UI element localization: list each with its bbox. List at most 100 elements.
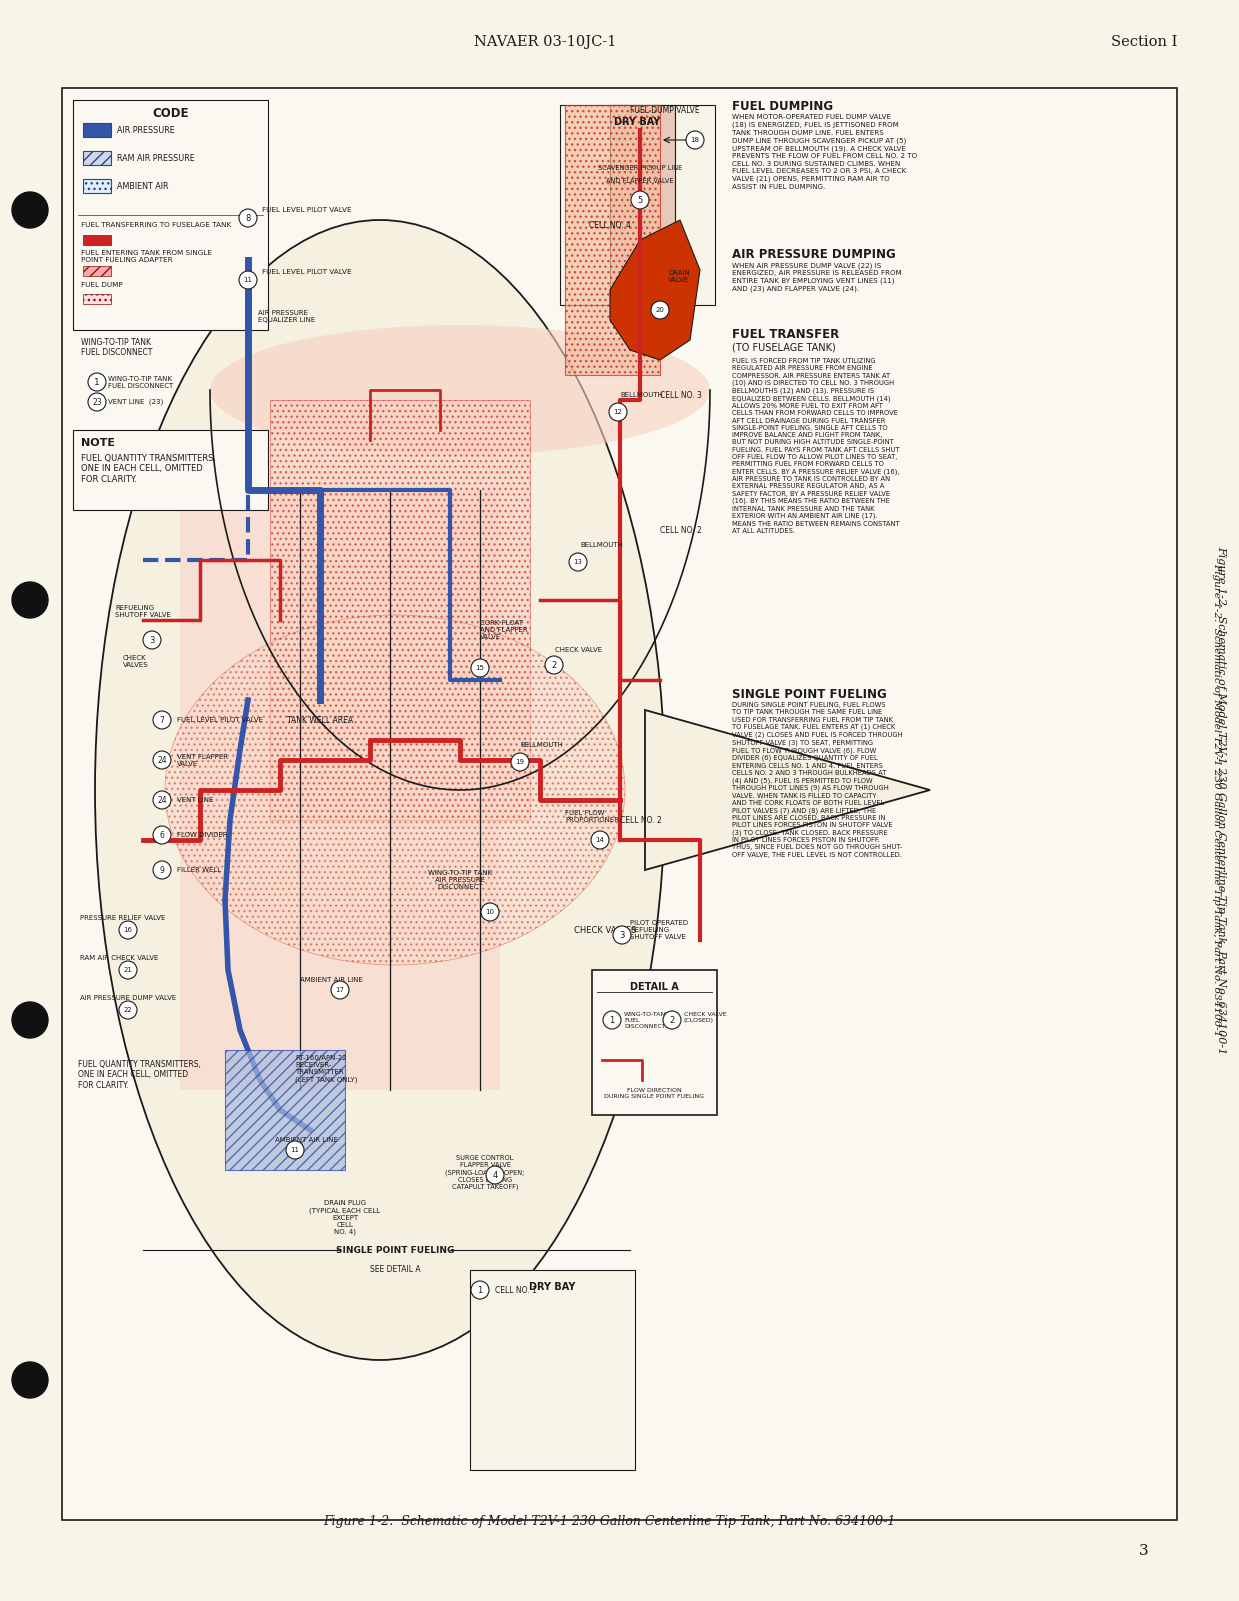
Text: FILLER WELL: FILLER WELL xyxy=(177,868,221,873)
Text: 5: 5 xyxy=(637,195,643,205)
Circle shape xyxy=(686,131,704,149)
Ellipse shape xyxy=(165,615,624,965)
Circle shape xyxy=(119,961,138,978)
Text: DETAIL A: DETAIL A xyxy=(631,981,679,993)
Text: SCAVENGER PICK-UP LINE: SCAVENGER PICK-UP LINE xyxy=(598,165,683,171)
Circle shape xyxy=(88,373,107,391)
Text: TANK WELL AREA: TANK WELL AREA xyxy=(287,716,353,725)
Text: BELLMOUTH: BELLMOUTH xyxy=(580,543,623,548)
Bar xyxy=(62,88,1177,1519)
Bar xyxy=(610,106,675,306)
Bar xyxy=(560,106,715,306)
Text: CORK FLOAT
AND FLAPPER
VALVE: CORK FLOAT AND FLAPPER VALVE xyxy=(479,620,528,640)
Text: FUEL DUMP VALVE: FUEL DUMP VALVE xyxy=(631,106,700,115)
Text: 19: 19 xyxy=(515,759,524,765)
Text: VENT LINE: VENT LINE xyxy=(177,797,213,804)
Text: AMBIENT AIR: AMBIENT AIR xyxy=(116,181,169,191)
Text: WHEN MOTOR-OPERATED FUEL DUMP VALVE
(18) IS ENERGIZED, FUEL IS JETTISONED FROM
T: WHEN MOTOR-OPERATED FUEL DUMP VALVE (18)… xyxy=(732,114,917,189)
Text: 21: 21 xyxy=(124,967,133,973)
Circle shape xyxy=(152,826,171,844)
Circle shape xyxy=(631,191,649,210)
Text: DRAIN
VALVE: DRAIN VALVE xyxy=(668,271,690,283)
Bar xyxy=(470,1270,636,1470)
Circle shape xyxy=(471,1281,489,1298)
Text: WING-TO-TIP TANK
FUEL DISCONNECT: WING-TO-TIP TANK FUEL DISCONNECT xyxy=(108,376,173,389)
Text: 11: 11 xyxy=(244,277,253,283)
Text: AND FLAPPER VALVE: AND FLAPPER VALVE xyxy=(606,178,674,184)
Text: SINGLE POINT FUELING: SINGLE POINT FUELING xyxy=(336,1246,455,1255)
Circle shape xyxy=(481,903,499,921)
Text: FUEL FLOW
PROPORTIONER: FUEL FLOW PROPORTIONER xyxy=(565,810,620,823)
Circle shape xyxy=(239,210,256,227)
Text: CELL NO. 4: CELL NO. 4 xyxy=(589,221,631,229)
Text: 2: 2 xyxy=(551,661,556,669)
Text: 13: 13 xyxy=(574,559,582,565)
Text: RT-160/APN-22
RECEIVER-
TRANSMITTER
(LEFT TANK ONLY): RT-160/APN-22 RECEIVER- TRANSMITTER (LEF… xyxy=(295,1055,358,1082)
Text: FUEL QUANTITY TRANSMITTERS,
ONE IN EACH CELL, OMITTED
FOR CLARITY.: FUEL QUANTITY TRANSMITTERS, ONE IN EACH … xyxy=(78,1060,201,1090)
Circle shape xyxy=(591,831,610,849)
Text: 9: 9 xyxy=(160,866,165,874)
Text: CHECK VALVES: CHECK VALVES xyxy=(574,925,637,935)
Text: 22: 22 xyxy=(124,1007,133,1013)
Text: DRY BAY: DRY BAY xyxy=(615,117,660,126)
Text: 24: 24 xyxy=(157,756,167,765)
Text: 12: 12 xyxy=(613,408,622,415)
Circle shape xyxy=(152,711,171,728)
Text: 24: 24 xyxy=(157,796,167,804)
Text: SEE DETAIL A: SEE DETAIL A xyxy=(369,1265,420,1274)
Circle shape xyxy=(88,392,107,411)
Text: WING-TO-TANK
FUEL
DISCONNECT: WING-TO-TANK FUEL DISCONNECT xyxy=(624,1012,670,1028)
Text: 6: 6 xyxy=(160,831,165,839)
Text: AMBIENT AIR LINE: AMBIENT AIR LINE xyxy=(300,977,363,983)
Text: FUEL LEVEL PILOT VALVE: FUEL LEVEL PILOT VALVE xyxy=(261,207,352,213)
Text: FUEL QUANTITY TRANSMITTERS,
ONE IN EACH CELL, OMITTED
FOR CLARITY.: FUEL QUANTITY TRANSMITTERS, ONE IN EACH … xyxy=(81,455,216,484)
Text: 18: 18 xyxy=(690,138,700,142)
Text: Figure 1-2.  Schematic of Model T2V-1 230 Gallon Centerline Tip Tank, Part No. 6: Figure 1-2. Schematic of Model T2V-1 230… xyxy=(1213,564,1222,1037)
Bar xyxy=(565,106,660,375)
Text: NOTE: NOTE xyxy=(81,439,115,448)
Text: FUEL TRANSFERRING TO FUSELAGE TANK: FUEL TRANSFERRING TO FUSELAGE TANK xyxy=(81,223,232,227)
Text: FUEL ENTERING TANK FROM SINGLE
POINT FUELING ADAPTER: FUEL ENTERING TANK FROM SINGLE POINT FUE… xyxy=(81,250,212,263)
Text: FUEL LEVEL PILOT VALVE: FUEL LEVEL PILOT VALVE xyxy=(261,269,352,275)
Bar xyxy=(83,266,112,275)
Text: FUEL DUMPING: FUEL DUMPING xyxy=(732,99,833,114)
Text: FUEL DUMP: FUEL DUMP xyxy=(81,282,123,288)
Text: REFUELING
SHUTOFF VALVE: REFUELING SHUTOFF VALVE xyxy=(115,605,171,618)
Circle shape xyxy=(152,751,171,768)
Text: (TO FUSELAGE TANK): (TO FUSELAGE TANK) xyxy=(732,343,836,352)
Text: VENT FLAPPER
VALVE: VENT FLAPPER VALVE xyxy=(177,754,228,767)
Text: PILOT OPERATED
REFUELING
SHUTOFF VALVE: PILOT OPERATED REFUELING SHUTOFF VALVE xyxy=(629,921,688,940)
Text: FUEL IS FORCED FROM TIP TANK UTILIZING
REGULATED AIR PRESSURE FROM ENGINE
COMPRE: FUEL IS FORCED FROM TIP TANK UTILIZING R… xyxy=(732,359,900,533)
Bar xyxy=(225,1050,344,1170)
Text: 11: 11 xyxy=(290,1146,300,1153)
Circle shape xyxy=(486,1166,504,1185)
Ellipse shape xyxy=(209,325,710,455)
Text: CHECK VALVE
(CLOSED): CHECK VALVE (CLOSED) xyxy=(684,1012,726,1023)
Text: AIR PRESSURE
EQUALIZER LINE: AIR PRESSURE EQUALIZER LINE xyxy=(258,311,315,323)
Bar xyxy=(83,235,112,245)
Text: RAM AIR PRESSURE: RAM AIR PRESSURE xyxy=(116,154,195,162)
Text: DRAIN PLUG
(TYPICAL EACH CELL
EXCEPT
CELL
NO. 4): DRAIN PLUG (TYPICAL EACH CELL EXCEPT CEL… xyxy=(310,1201,380,1234)
Text: CELL NO. 1: CELL NO. 1 xyxy=(496,1286,536,1295)
Text: CELL NO. 2: CELL NO. 2 xyxy=(660,525,701,535)
Bar xyxy=(83,150,112,165)
Text: FLOW DIRECTION
DURING SINGLE POINT FUELING: FLOW DIRECTION DURING SINGLE POINT FUELI… xyxy=(605,1089,705,1098)
Text: 8: 8 xyxy=(245,213,250,223)
Text: FUEL TRANSFER: FUEL TRANSFER xyxy=(732,328,839,341)
Text: CODE: CODE xyxy=(152,107,188,120)
Circle shape xyxy=(610,403,627,421)
Text: 7: 7 xyxy=(160,716,165,725)
Text: 1: 1 xyxy=(94,378,100,386)
Text: 3: 3 xyxy=(150,636,155,645)
Bar xyxy=(592,970,717,1114)
Circle shape xyxy=(119,921,138,940)
Circle shape xyxy=(119,1001,138,1018)
Text: VENT LINE  (23): VENT LINE (23) xyxy=(108,399,164,405)
Text: WING-TO-TIP TANK
AIR PRESSURE
DISCONNECT: WING-TO-TIP TANK AIR PRESSURE DISCONNECT xyxy=(427,869,492,890)
Text: BELLMOUTH: BELLMOUTH xyxy=(520,741,563,748)
Text: Figure 1-2.  Schematic of Model T2V-1 230 Gallon Centerline Tip Tank, Part No. 6: Figure 1-2. Schematic of Model T2V-1 230… xyxy=(1215,546,1227,1055)
Text: 15: 15 xyxy=(476,664,484,671)
Text: WHEN AIR PRESSURE DUMP VALVE (22) IS
ENERGIZED, AIR PRESSURE IS RELEASED FROM
EN: WHEN AIR PRESSURE DUMP VALVE (22) IS ENE… xyxy=(732,263,902,291)
Polygon shape xyxy=(646,709,930,869)
Circle shape xyxy=(12,583,48,618)
